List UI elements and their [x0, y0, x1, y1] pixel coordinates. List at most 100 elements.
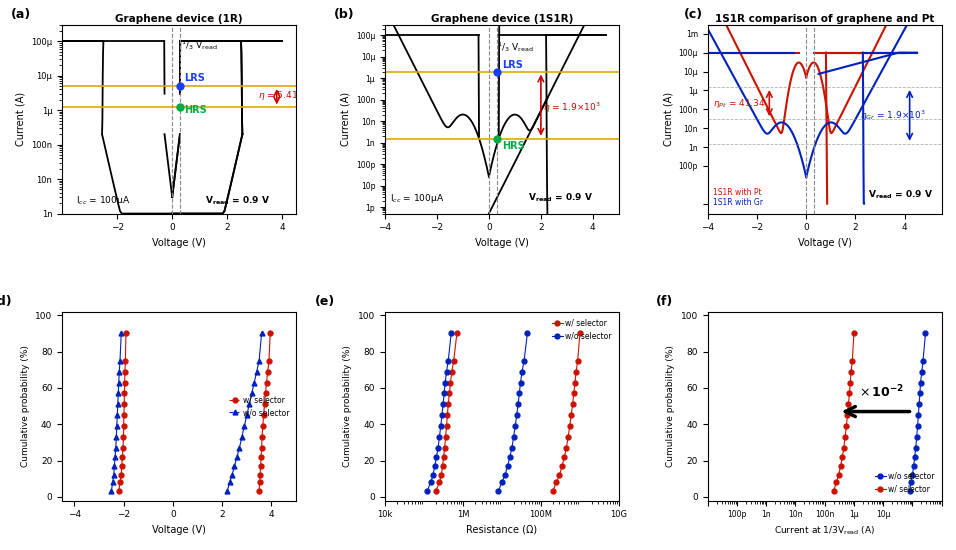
X-axis label: Current at 1/3V$_\mathregular{read}$ (A): Current at 1/3V$_\mathregular{read}$ (A)	[774, 525, 876, 537]
w/ selector	[441, 423, 452, 430]
w/ selector	[118, 444, 129, 451]
w/ selector	[845, 368, 857, 375]
w/ selector	[445, 379, 456, 386]
Y-axis label: Cumulative probability (%): Cumulative probability (%)	[666, 345, 675, 467]
Text: LRS: LRS	[502, 60, 523, 70]
Text: LRS: LRS	[185, 73, 206, 83]
X-axis label: Resistance (Ω): Resistance (Ω)	[467, 525, 537, 535]
w/o selector	[443, 358, 454, 364]
w/o selector	[434, 433, 445, 440]
w/ selector	[839, 433, 851, 440]
w/ selector	[836, 454, 848, 460]
Line: w/ selector: w/ selector	[433, 331, 459, 494]
w/o selector	[905, 479, 917, 486]
Text: I$_{cc}$ = 100μA: I$_{cc}$ = 100μA	[76, 194, 130, 207]
w/o selector	[113, 390, 124, 397]
w/ selector	[117, 454, 128, 460]
w/ selector	[118, 423, 129, 430]
w/ selector	[119, 401, 130, 408]
w/o selector	[916, 368, 927, 375]
w/ selector	[847, 358, 858, 364]
Text: (c): (c)	[684, 8, 704, 21]
Y-axis label: Current (A): Current (A)	[663, 92, 673, 146]
X-axis label: Voltage (V): Voltage (V)	[152, 238, 206, 248]
Text: $\eta$ = 1.9×10$^3$: $\eta$ = 1.9×10$^3$	[543, 101, 601, 115]
w/ selector	[833, 472, 844, 478]
w/ selector	[844, 379, 856, 386]
w/ selector	[843, 401, 855, 408]
Text: V$_\mathregular{read}$ = 0.9 V: V$_\mathregular{read}$ = 0.9 V	[868, 189, 933, 201]
w/ selector	[442, 412, 453, 419]
w/o selector	[107, 479, 119, 486]
Text: (f): (f)	[656, 295, 674, 308]
Line: w/o selector: w/o selector	[424, 331, 453, 494]
w/ selector	[844, 390, 856, 397]
w/ selector	[828, 488, 839, 494]
Text: (b): (b)	[334, 8, 354, 21]
w/o selector	[910, 444, 922, 451]
Text: 1S1R with Gr: 1S1R with Gr	[712, 199, 763, 207]
w/ selector	[116, 463, 127, 469]
w/o selector	[903, 488, 915, 494]
Y-axis label: Cumulative probability (%): Cumulative probability (%)	[21, 345, 30, 467]
w/ selector	[440, 433, 451, 440]
w/o selector	[116, 330, 127, 337]
Line: w/ selector: w/ selector	[831, 331, 857, 494]
w/ selector	[848, 330, 859, 337]
w/ selector	[439, 444, 450, 451]
Line: w/o selector: w/o selector	[109, 331, 123, 494]
w/ selector	[446, 368, 458, 375]
X-axis label: Voltage (V): Voltage (V)	[797, 238, 852, 248]
w/o selector	[422, 488, 433, 494]
w/o selector	[445, 330, 457, 337]
w/o selector	[912, 423, 923, 430]
w/ selector	[120, 368, 131, 375]
Text: I$_{cc}$ = 100μA: I$_{cc}$ = 100μA	[390, 191, 445, 205]
w/o selector	[432, 444, 444, 451]
w/o selector	[439, 390, 450, 397]
Text: (d): (d)	[0, 295, 12, 308]
w/ selector	[430, 488, 442, 494]
w/o selector	[440, 379, 451, 386]
w/o selector	[111, 433, 122, 440]
w/o selector	[920, 330, 931, 337]
w/ selector	[436, 472, 447, 478]
Text: V$_\mathregular{read}$ = 0.9 V: V$_\mathregular{read}$ = 0.9 V	[206, 194, 271, 207]
X-axis label: Voltage (V): Voltage (V)	[152, 525, 206, 535]
w/ selector	[437, 463, 448, 469]
w/o selector	[114, 368, 125, 375]
w/o selector	[108, 472, 120, 478]
w/o selector	[437, 401, 448, 408]
Y-axis label: Current (A): Current (A)	[340, 92, 350, 146]
w/o selector	[441, 368, 452, 375]
w/o selector	[113, 379, 124, 386]
w/o selector	[111, 423, 122, 430]
w/ selector	[120, 330, 132, 337]
w/ selector	[438, 454, 449, 460]
w/ selector	[831, 479, 842, 486]
Text: $\eta_{Pt}$ = 41.34: $\eta_{Pt}$ = 41.34	[712, 97, 766, 110]
w/o selector	[908, 463, 920, 469]
Title: Graphene device (1S1R): Graphene device (1S1R)	[431, 14, 573, 24]
w/ selector	[835, 463, 846, 469]
w/ selector	[444, 390, 455, 397]
w/o selector	[110, 444, 121, 451]
Title: Graphene device (1R): Graphene device (1R)	[116, 14, 243, 24]
w/o selector	[115, 358, 126, 364]
w/ selector	[113, 488, 124, 494]
w/o selector	[917, 358, 928, 364]
w/o selector	[914, 390, 925, 397]
w/ selector	[120, 358, 131, 364]
Text: (a): (a)	[11, 8, 31, 21]
w/o selector	[106, 488, 118, 494]
Legend: w/ selector, w/o selector: w/ selector, w/o selector	[226, 392, 293, 420]
w/o selector	[436, 412, 447, 419]
Text: (e): (e)	[315, 295, 335, 308]
Text: $\eta_{Gr}$ = 1.9×10$^3$: $\eta_{Gr}$ = 1.9×10$^3$	[860, 109, 926, 123]
w/o selector	[911, 433, 923, 440]
w/ selector	[840, 423, 852, 430]
Text: $^{1}/_{3}$ V$_\mathregular{read}$: $^{1}/_{3}$ V$_\mathregular{read}$	[181, 39, 218, 52]
Y-axis label: Current (A): Current (A)	[15, 92, 26, 146]
Line: w/o selector: w/o selector	[907, 331, 928, 494]
Text: $\times\,\mathbf{10^{-2}}$: $\times\,\mathbf{10^{-2}}$	[859, 383, 903, 400]
